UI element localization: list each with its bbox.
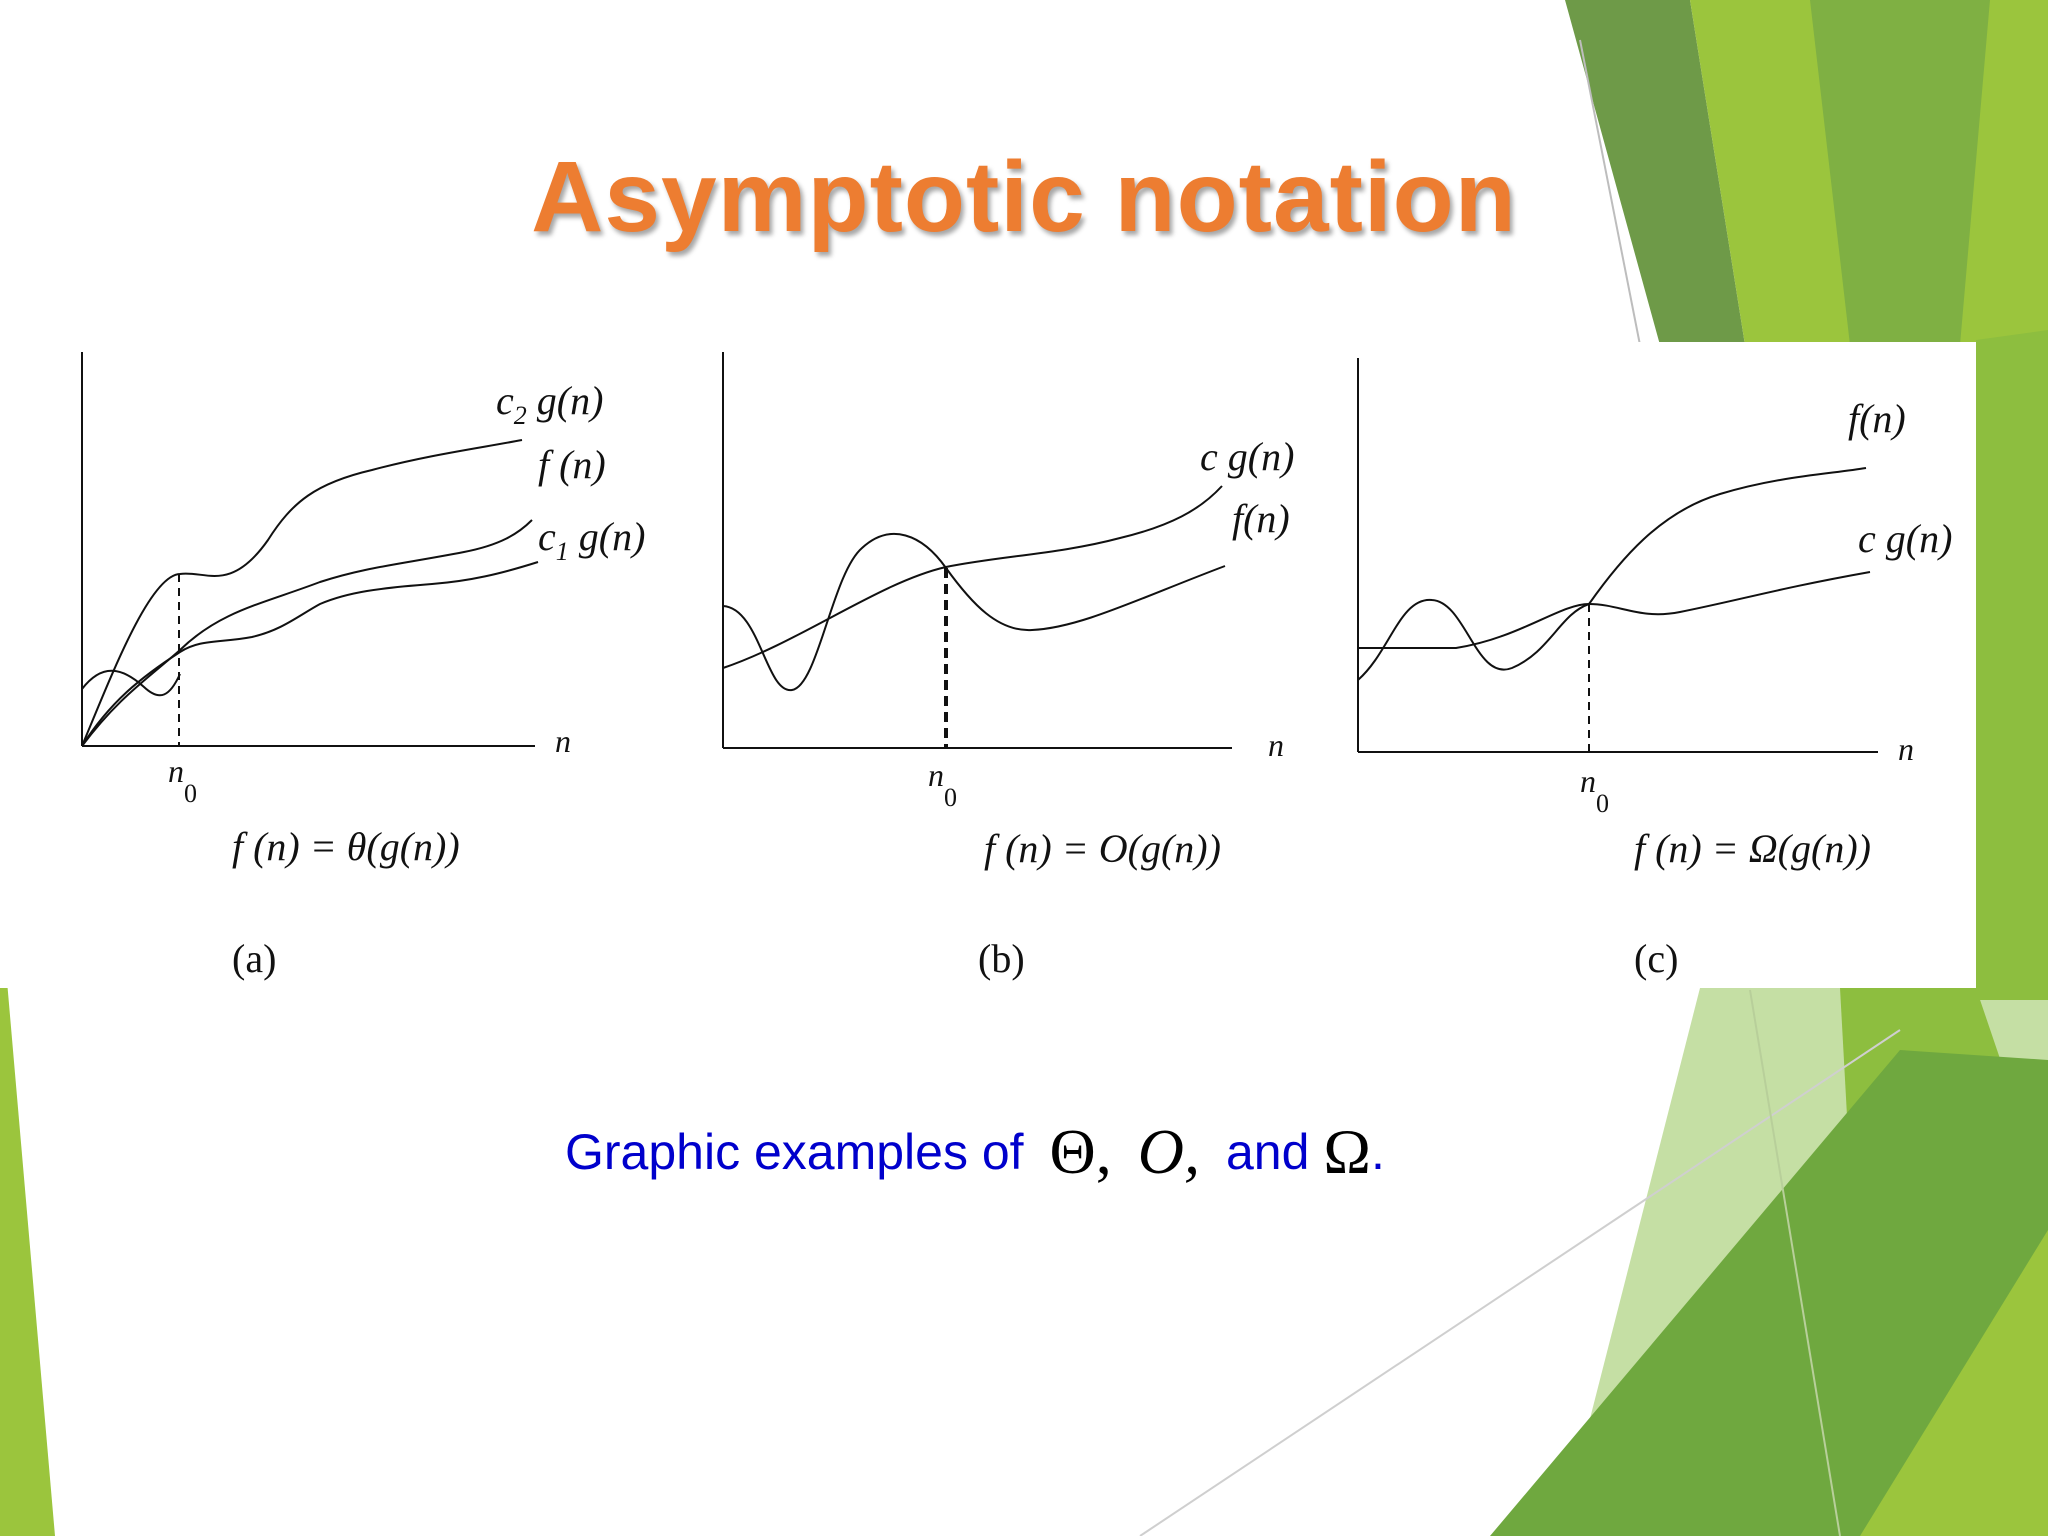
- panel-b-curve-f: [722, 532, 1226, 692]
- panel-c-threshold-label: n0: [1580, 763, 1609, 818]
- panel-b-threshold-label: n0: [928, 757, 957, 812]
- theta-symbol: Θ,: [1049, 1116, 1112, 1187]
- panel-a-curve-wave: [81, 669, 181, 697]
- panel-a-curve-c2g: [81, 439, 523, 747]
- panel-c-curve-label-f: f(n): [1848, 396, 1906, 441]
- panel-c-label: (c): [1634, 936, 1678, 981]
- panel-c-curve-f: [1357, 467, 1867, 681]
- decor-bottom-triangle: [1490, 1050, 2048, 1536]
- panel-b-curve-label-cg: c g(n): [1200, 434, 1294, 479]
- panel-a-formula: f (n) = θ(g(n)): [232, 824, 460, 869]
- decor-thin-line-1: [1139, 1029, 1901, 1536]
- panel-b: [722, 352, 1232, 749]
- panel-c-formula: f (n) = Ω(g(n)): [1634, 826, 1871, 871]
- panel-c: [1357, 358, 1878, 753]
- panel-a-curve-label-f: f (n): [538, 442, 606, 487]
- panel-b-x-axis-label: n: [1268, 727, 1284, 763]
- decor-bottom-corner: [1860, 1230, 2048, 1536]
- panel-b-curve-cg: [722, 485, 1223, 669]
- panel-c-curve-cg: [1358, 571, 1871, 649]
- panel-a-curve-c1g: [81, 561, 539, 747]
- panel-b-curve-label-f: f(n): [1232, 496, 1290, 541]
- decor-thin-line-2: [1579, 39, 1641, 346]
- slide-title: Asymptotic notation: [531, 141, 1517, 253]
- panel-a-curve-label-c1g: c1 g(n): [538, 514, 645, 566]
- big-o-symbol: O,: [1137, 1116, 1200, 1187]
- figure-panel: [0, 342, 1976, 988]
- panel-a-x-axis-label: n: [555, 723, 571, 759]
- asymptotic-figure: c2 g(n) f (n) c1 g(n) n n0 f (n) = θ(g(n…: [81, 352, 1952, 981]
- panel-a-curve-f: [81, 519, 533, 747]
- decor-right-edge-strip: [1976, 330, 2048, 1000]
- panel-c-x-axis-label: n: [1898, 731, 1914, 767]
- omega-symbol: Ω: [1323, 1116, 1371, 1187]
- panel-a-curve-label-c2g: c2 g(n): [496, 378, 603, 430]
- panel-a-threshold-label: n0: [168, 753, 197, 808]
- panel-b-formula: f (n) = O(g(n)): [984, 826, 1221, 871]
- panel-a: [81, 352, 539, 747]
- panel-c-curve-label-cg: c g(n): [1858, 516, 1952, 561]
- panel-a-label: (a): [232, 936, 276, 981]
- caption-period: .: [1370, 1124, 1385, 1180]
- figure-caption: Graphic examples of Θ, O, and Ω .: [565, 1112, 1385, 1192]
- decor-left-triangle: [0, 900, 55, 1536]
- decor-thin-line-3: [1749, 989, 1841, 1536]
- caption-and-text: and: [1225, 1124, 1310, 1180]
- decor-right-dark-band: [1565, 0, 1745, 345]
- panel-b-label: (b): [978, 936, 1025, 981]
- caption-text: Graphic examples of: [565, 1124, 1024, 1180]
- decor-right-mid-band: [1810, 0, 1990, 345]
